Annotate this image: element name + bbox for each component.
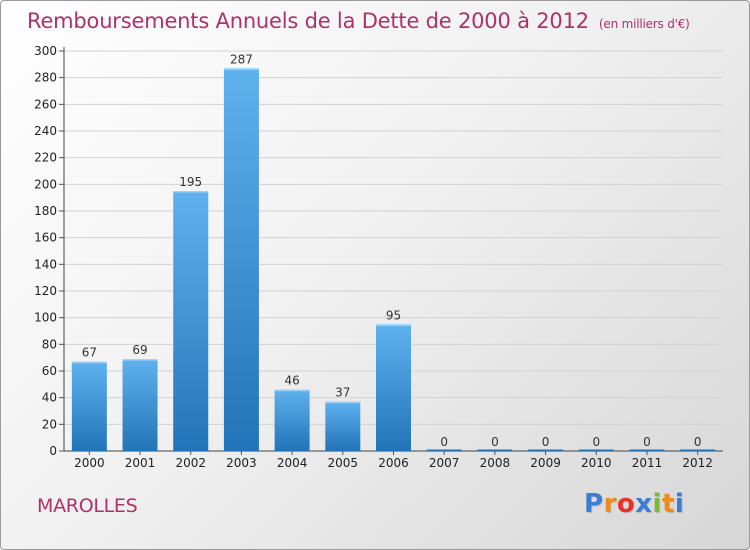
bar: [173, 191, 209, 451]
bar: [376, 324, 411, 451]
y-tick-label: 80: [42, 337, 57, 351]
logo-letter: i: [674, 489, 685, 519]
data-label: 0: [694, 435, 702, 449]
y-tick-label: 300: [34, 44, 57, 58]
y-tick-label: 180: [34, 204, 57, 218]
bar: [426, 449, 462, 451]
bar-highlight: [122, 359, 158, 361]
x-tick-label: 2011: [632, 456, 663, 470]
logo-letter: r: [603, 489, 617, 519]
y-tick-label: 220: [34, 151, 57, 165]
y-tick-label: 280: [34, 71, 57, 85]
x-tick-label: 2003: [226, 456, 257, 470]
logo-letter: o: [616, 489, 636, 519]
bar: [325, 401, 361, 451]
data-label: 95: [386, 308, 401, 322]
y-tick-label: 200: [34, 177, 57, 191]
bar: [680, 449, 716, 451]
data-label: 0: [643, 435, 651, 449]
proxiti-logo: Proxiti: [584, 489, 684, 519]
x-tick-label: 2004: [277, 456, 308, 470]
x-tick-label: 2010: [581, 456, 612, 470]
data-label: 69: [132, 343, 147, 357]
bar: [528, 449, 564, 451]
bar-highlight: [173, 191, 209, 193]
x-tick-label: 2002: [175, 456, 206, 470]
data-label: 0: [440, 435, 448, 449]
bar: [122, 359, 158, 451]
logo-letter: t: [661, 489, 675, 519]
data-label: 37: [335, 386, 350, 400]
y-tick-label: 20: [42, 417, 57, 431]
y-tick-label: 0: [49, 444, 57, 458]
x-tick-label: 2012: [682, 456, 713, 470]
y-tick-label: 120: [34, 284, 57, 298]
bar: [629, 449, 665, 451]
y-tick-label: 60: [42, 364, 57, 378]
y-tick-label: 140: [34, 257, 57, 271]
chart-title-text: Remboursements Annuels de la Dette de 20…: [27, 9, 589, 33]
bar-highlight: [274, 389, 310, 392]
bar-highlight: [71, 361, 107, 364]
y-tick-label: 240: [34, 124, 57, 138]
logo-letter: i: [652, 489, 662, 519]
bar-highlight: [223, 68, 259, 70]
bar: [71, 361, 107, 451]
data-label: 46: [284, 374, 299, 388]
data-label: 195: [179, 175, 202, 189]
x-tick-label: 2000: [74, 456, 105, 470]
bar: [274, 389, 310, 451]
logo-letter: P: [584, 489, 604, 519]
y-tick-label: 160: [34, 231, 57, 245]
x-tick-label: 2007: [429, 456, 460, 470]
x-tick-label: 2001: [125, 456, 156, 470]
bar: [578, 449, 614, 451]
data-label: 0: [491, 435, 499, 449]
y-tick-label: 260: [34, 97, 57, 111]
bar: [477, 449, 513, 451]
commune-name: MAROLLES: [37, 495, 138, 517]
logo-letter: x: [635, 489, 653, 519]
data-label: 67: [82, 346, 97, 360]
data-label: 0: [592, 435, 600, 449]
chart-title: Remboursements Annuels de la Dette de 20…: [27, 9, 690, 33]
bar-highlight: [376, 324, 411, 326]
bar-highlight: [325, 401, 361, 404]
x-tick-label: 2005: [328, 456, 359, 470]
data-label: 0: [542, 435, 550, 449]
x-tick-label: 2009: [530, 456, 561, 470]
x-tick-label: 2008: [480, 456, 511, 470]
y-tick-label: 40: [42, 391, 57, 405]
data-label: 287: [230, 52, 253, 66]
chart-subtitle: (en milliers d'€): [598, 17, 690, 31]
y-tick-label: 100: [34, 311, 57, 325]
x-tick-label: 2006: [378, 456, 409, 470]
bar: [223, 68, 259, 451]
